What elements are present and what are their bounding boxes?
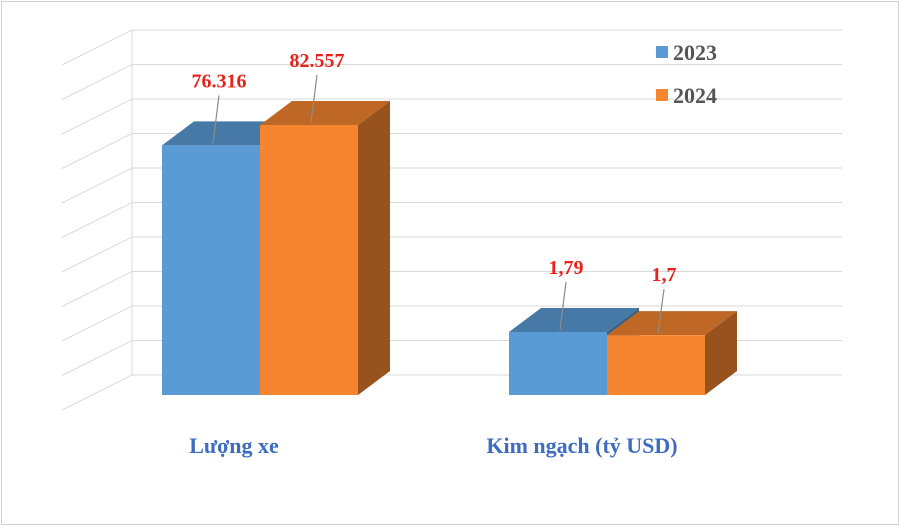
bar-top-face bbox=[260, 101, 390, 125]
legend-swatch-2024 bbox=[656, 89, 668, 101]
bar-top-face bbox=[162, 121, 292, 146]
side-gridline bbox=[61, 236, 133, 273]
side-gridline bbox=[61, 202, 133, 238]
bar-front-face bbox=[260, 125, 358, 395]
side-gridline bbox=[61, 29, 133, 66]
legend-swatch-2023 bbox=[656, 46, 668, 58]
side-gridline bbox=[61, 167, 133, 204]
side-gridline bbox=[61, 133, 133, 169]
bar-side-face bbox=[705, 311, 737, 395]
side-gridline bbox=[61, 374, 133, 411]
bar-top-face bbox=[509, 308, 639, 332]
leader-line bbox=[212, 95, 220, 144]
leader-line bbox=[310, 74, 318, 124]
bar-top-face bbox=[607, 311, 737, 336]
side-gridline bbox=[61, 64, 133, 100]
legend-label-2023: 2023 bbox=[673, 40, 717, 65]
category-label-luong-xe: Lượng xe bbox=[189, 433, 279, 458]
legend-label-2024: 2024 bbox=[673, 83, 717, 108]
side-gridline bbox=[61, 271, 133, 307]
data-label-2023-0: 76.316 bbox=[192, 70, 247, 92]
data-label-2024-0: 82.557 bbox=[290, 50, 345, 72]
side-gridline bbox=[61, 340, 133, 376]
legend: 2023 2024 bbox=[656, 40, 717, 108]
leader-line bbox=[657, 289, 665, 334]
chart-bars bbox=[162, 101, 737, 396]
bar-2024-0 bbox=[260, 101, 390, 395]
chart-data-labels: 76.316 82.557 1,79 1,7 bbox=[192, 50, 677, 334]
bar-front-face bbox=[607, 335, 705, 395]
bar-2024-1 bbox=[607, 311, 737, 395]
leader-line bbox=[559, 281, 567, 331]
category-label-kim-ngach: Kim ngạch (tỷ USD) bbox=[486, 433, 677, 458]
data-label-2024-1: 1,7 bbox=[652, 264, 677, 286]
bar-front-face bbox=[509, 332, 607, 395]
data-label-2023-1: 1,79 bbox=[549, 257, 584, 279]
side-gridline bbox=[61, 98, 133, 135]
side-gridline bbox=[61, 305, 133, 342]
bar-front-face bbox=[162, 145, 260, 395]
bar-side-face bbox=[358, 101, 390, 395]
